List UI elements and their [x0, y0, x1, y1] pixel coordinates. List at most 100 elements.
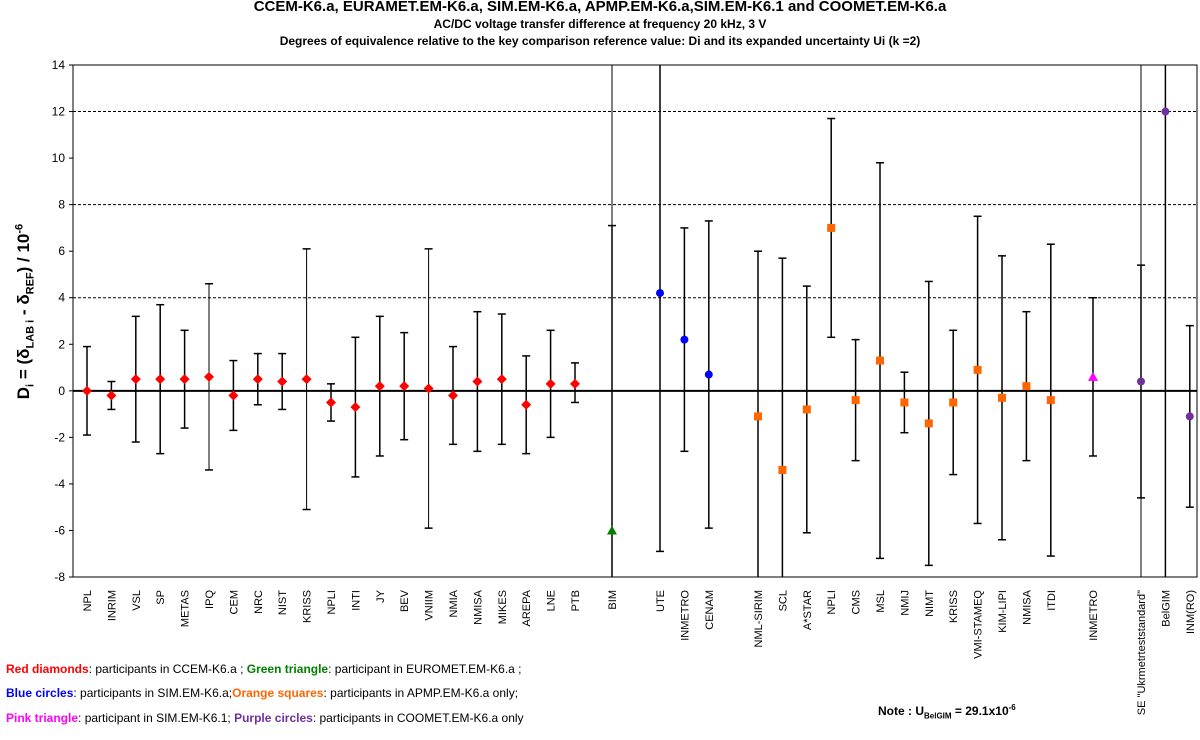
data-point-triangle [1088, 371, 1098, 381]
x-tick-label: NMIA [448, 589, 460, 617]
x-tick-label: NML-SIRIM [753, 590, 765, 647]
x-tick-label: NPL [82, 590, 94, 611]
x-tick-label: SE "Ukrmetrteststandard" [1136, 590, 1148, 715]
x-tick-label: PTB [570, 590, 582, 611]
data-point-diamond [521, 399, 532, 410]
data-point-square [949, 398, 958, 407]
data-point-diamond [301, 374, 312, 385]
uncertainty-note: Note : UBelGIM = 29.1x10-6 [878, 703, 1016, 721]
data-point-square [876, 356, 884, 365]
data-point-diamond [277, 376, 288, 387]
data-point-circle [680, 335, 689, 344]
data-point-diamond [179, 374, 190, 385]
legend-blue-label: Blue circles [6, 686, 74, 700]
data-point-diamond [545, 378, 556, 389]
x-tick-label: KRISS [948, 590, 960, 623]
chart-title: CCEM-K6.a, EURAMET.EM-K6.a, SIM.EM-K6.a,… [253, 0, 947, 15]
x-tick-label: NPLI [826, 590, 838, 614]
data-point-square [851, 396, 860, 405]
data-point-diamond [155, 374, 166, 385]
x-tick-label: VNIIM [424, 590, 436, 621]
x-tick-label: KIM-LIPI [997, 590, 1009, 633]
x-tick-label: NPLI [326, 590, 338, 614]
x-tick-label: JY [375, 589, 387, 603]
data-point-square [924, 419, 933, 428]
legend-orange-text: : participants in APMP.EM-K6.a only; [323, 686, 519, 700]
x-tick-label: LNE [546, 590, 558, 611]
x-tick-label: INRIM [106, 590, 118, 621]
x-tick-label: CMS [851, 590, 863, 614]
x-tick-label: IPQ [204, 590, 216, 609]
y-tick-label: -2 [54, 430, 65, 444]
data-point-diamond [130, 374, 141, 385]
y-tick-label: 2 [58, 337, 65, 351]
data-point-square [973, 365, 982, 374]
x-tick-label: VSL [131, 590, 143, 611]
data-point-square [802, 405, 811, 414]
x-tick-label: SCL [777, 590, 789, 611]
data-point-square [778, 465, 787, 474]
x-tick-label: A*STAR [802, 590, 814, 630]
data-point-diamond [228, 390, 239, 401]
data-point-square [754, 412, 762, 421]
data-point-diamond [252, 374, 263, 385]
x-tick-label: INTI [350, 590, 362, 611]
x-tick-label: INMETRO [1088, 590, 1100, 641]
x-tick-label: MIKES [497, 590, 509, 624]
x-tick-label: NRC [253, 590, 265, 614]
y-tick-label: -6 [54, 523, 65, 537]
data-point-diamond [82, 385, 92, 396]
x-tick-label: BIM [607, 590, 619, 610]
y-tick-label: 6 [58, 244, 65, 258]
data-point-square [998, 393, 1006, 402]
legend-red-text: : participants in CCEM-K6.a ; [88, 662, 247, 676]
legend-pink-label: Pink triangle [6, 711, 79, 725]
x-tick-label: VMI-STAMEQ [973, 590, 985, 659]
data-point-triangle [607, 525, 617, 535]
x-tick-label: BelGIM [1160, 590, 1172, 627]
y-tick-label: -8 [54, 570, 65, 584]
x-tick-label: METAS [180, 590, 192, 627]
data-point-diamond [448, 390, 458, 401]
y-tick-label: 8 [58, 198, 65, 212]
data-point-square [1022, 382, 1031, 391]
data-point-square [1046, 396, 1055, 405]
data-point-square [827, 223, 836, 232]
data-point-diamond [326, 397, 336, 408]
legend-orange-label: Orange squares [232, 686, 324, 700]
x-tick-label: KRISS [302, 590, 314, 623]
x-tick-label: NMIJ [899, 590, 911, 616]
x-tick-label: MSL [875, 590, 887, 613]
data-point-circle [656, 289, 664, 298]
y-axis-label: Di = (δLAB i - δREF) / 10-6 [13, 223, 37, 400]
data-point-diamond [496, 374, 507, 385]
data-point-square [900, 398, 909, 407]
data-point-diamond [374, 381, 385, 392]
y-tick-label: 0 [58, 384, 65, 398]
data-point-diamond [106, 390, 117, 401]
y-tick-label: 14 [52, 58, 66, 72]
legend-pink-text: : participant in SIM.EM-K6.1; [78, 711, 235, 725]
data-point-diamond [570, 378, 580, 389]
x-tick-label: SP [155, 590, 167, 605]
data-point-diamond [399, 381, 410, 392]
legend-purple-label: Purple circles [234, 711, 313, 725]
chart-subtitle-2: Degrees of equivalence relative to the k… [279, 34, 921, 48]
y-tick-label: 10 [52, 151, 66, 165]
data-point-diamond [204, 371, 214, 382]
data-point-circle [1137, 377, 1145, 386]
chart-subtitle: AC/DC voltage transfer difference at fre… [433, 17, 767, 31]
x-tick-label: NMISA [472, 589, 484, 625]
x-tick-label: UTE [655, 590, 667, 612]
data-point-circle [704, 370, 713, 379]
y-tick-label: 12 [52, 105, 66, 119]
x-tick-label: BEV [399, 589, 411, 612]
x-tick-label: INMETRO [679, 590, 691, 641]
x-tick-label: CENAM [704, 590, 716, 630]
legend-green-text: : participant in EUROMET.EM-K6.a ; [328, 662, 522, 676]
x-tick-label: CEM [228, 590, 240, 614]
x-tick-label: AREPA [521, 589, 533, 626]
legend-red-label: Red diamonds [6, 662, 89, 676]
legend-purple-text: : participants in COOMET.EM-K6.a only [312, 711, 524, 725]
